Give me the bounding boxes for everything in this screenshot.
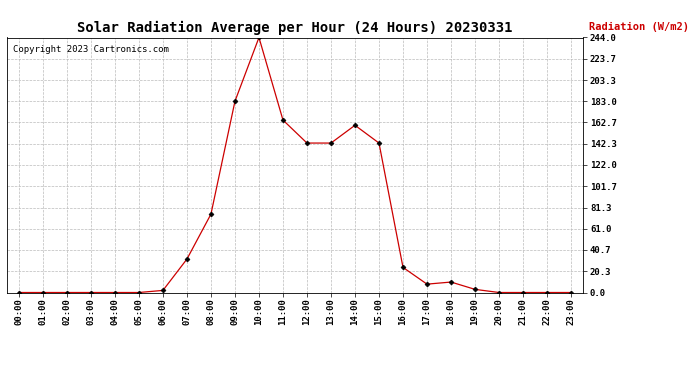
- Title: Solar Radiation Average per Hour (24 Hours) 20230331: Solar Radiation Average per Hour (24 Hou…: [77, 21, 513, 35]
- Text: Radiation (W/m2): Radiation (W/m2): [589, 22, 689, 32]
- Text: Copyright 2023 Cartronics.com: Copyright 2023 Cartronics.com: [12, 45, 168, 54]
